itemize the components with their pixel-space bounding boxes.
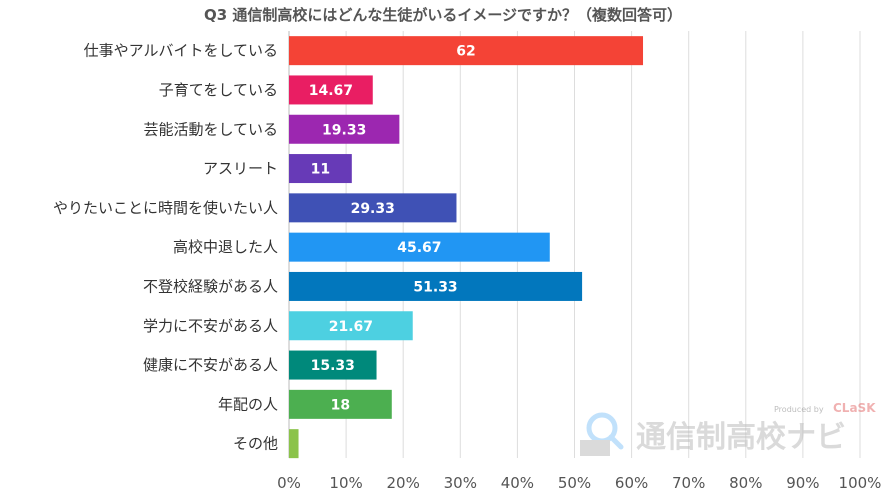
category-label: その他 [233, 435, 278, 453]
bars: 62 14.67 19.33 11 29.33 45.67 51.33 21.67 15.33 1… [289, 36, 644, 459]
bar [289, 311, 413, 341]
category-label: 高校中退した人 [173, 238, 278, 256]
category-label: 不登校経験がある人 [143, 277, 278, 295]
data-label: 51.33 [413, 279, 457, 295]
bar [289, 154, 352, 184]
bar [289, 36, 644, 66]
category-labels: 仕事やアルバイトをしている子育てをしている芸能活動をしているアスリートやりたいこ… [53, 42, 278, 453]
data-label: 11 [311, 162, 330, 178]
bar [289, 271, 583, 301]
x-tick-label: 20% [387, 474, 420, 492]
data-label: 62 [456, 44, 475, 60]
x-tick-label: 0% [277, 474, 301, 492]
bar [289, 350, 377, 380]
x-axis-ticks: 0% 10% 20% 30% 40% 50% 60% 70% 80% 90% 100% [277, 474, 881, 492]
x-tick-label: 70% [672, 474, 705, 492]
bar [289, 429, 299, 459]
bar [289, 389, 392, 419]
x-tick-label: 10% [329, 474, 362, 492]
category-label: やりたいことに時間を使いたい人 [53, 199, 278, 217]
x-tick-label: 100% [839, 474, 882, 492]
watermark-site: 通信制高校ナビ [636, 420, 846, 455]
magnifier-icon [580, 412, 624, 456]
category-label: 年配の人 [218, 395, 278, 413]
data-label: 15.33 [311, 358, 355, 374]
category-label: 健康に不安がある人 [143, 356, 278, 374]
x-tick-label: 60% [615, 474, 648, 492]
x-tick-label: 90% [786, 474, 819, 492]
watermark-brand: CLaSK [833, 401, 876, 415]
category-label: アスリート [203, 160, 278, 178]
bar [289, 232, 550, 262]
watermark-produced-by: Produced by [774, 405, 824, 414]
bar [289, 193, 457, 223]
x-tick-label: 50% [558, 474, 591, 492]
category-label: 芸能活動をしている [143, 120, 278, 138]
data-label: 45.67 [397, 240, 441, 256]
category-label: 子育てをしている [159, 81, 278, 99]
category-label: 仕事やアルバイトをしている [84, 42, 278, 60]
bar [289, 75, 373, 105]
x-tick-label: 30% [444, 474, 477, 492]
x-tick-label: 40% [501, 474, 534, 492]
data-label: 21.67 [329, 319, 373, 335]
watermark: Produced by CLaSK 通信制高校ナビ [580, 401, 876, 456]
data-label: 18 [331, 397, 350, 413]
chart-title: Q3 通信制高校にはどんな生徒がいるイメージですか？（複数回答可） [204, 6, 682, 24]
x-tick-label: 80% [729, 474, 762, 492]
data-label: 14.67 [309, 83, 353, 99]
bar [289, 114, 400, 144]
data-label: 19.33 [322, 122, 366, 138]
category-label: 学力に不安がある人 [143, 317, 278, 335]
data-label: 29.33 [351, 201, 395, 217]
